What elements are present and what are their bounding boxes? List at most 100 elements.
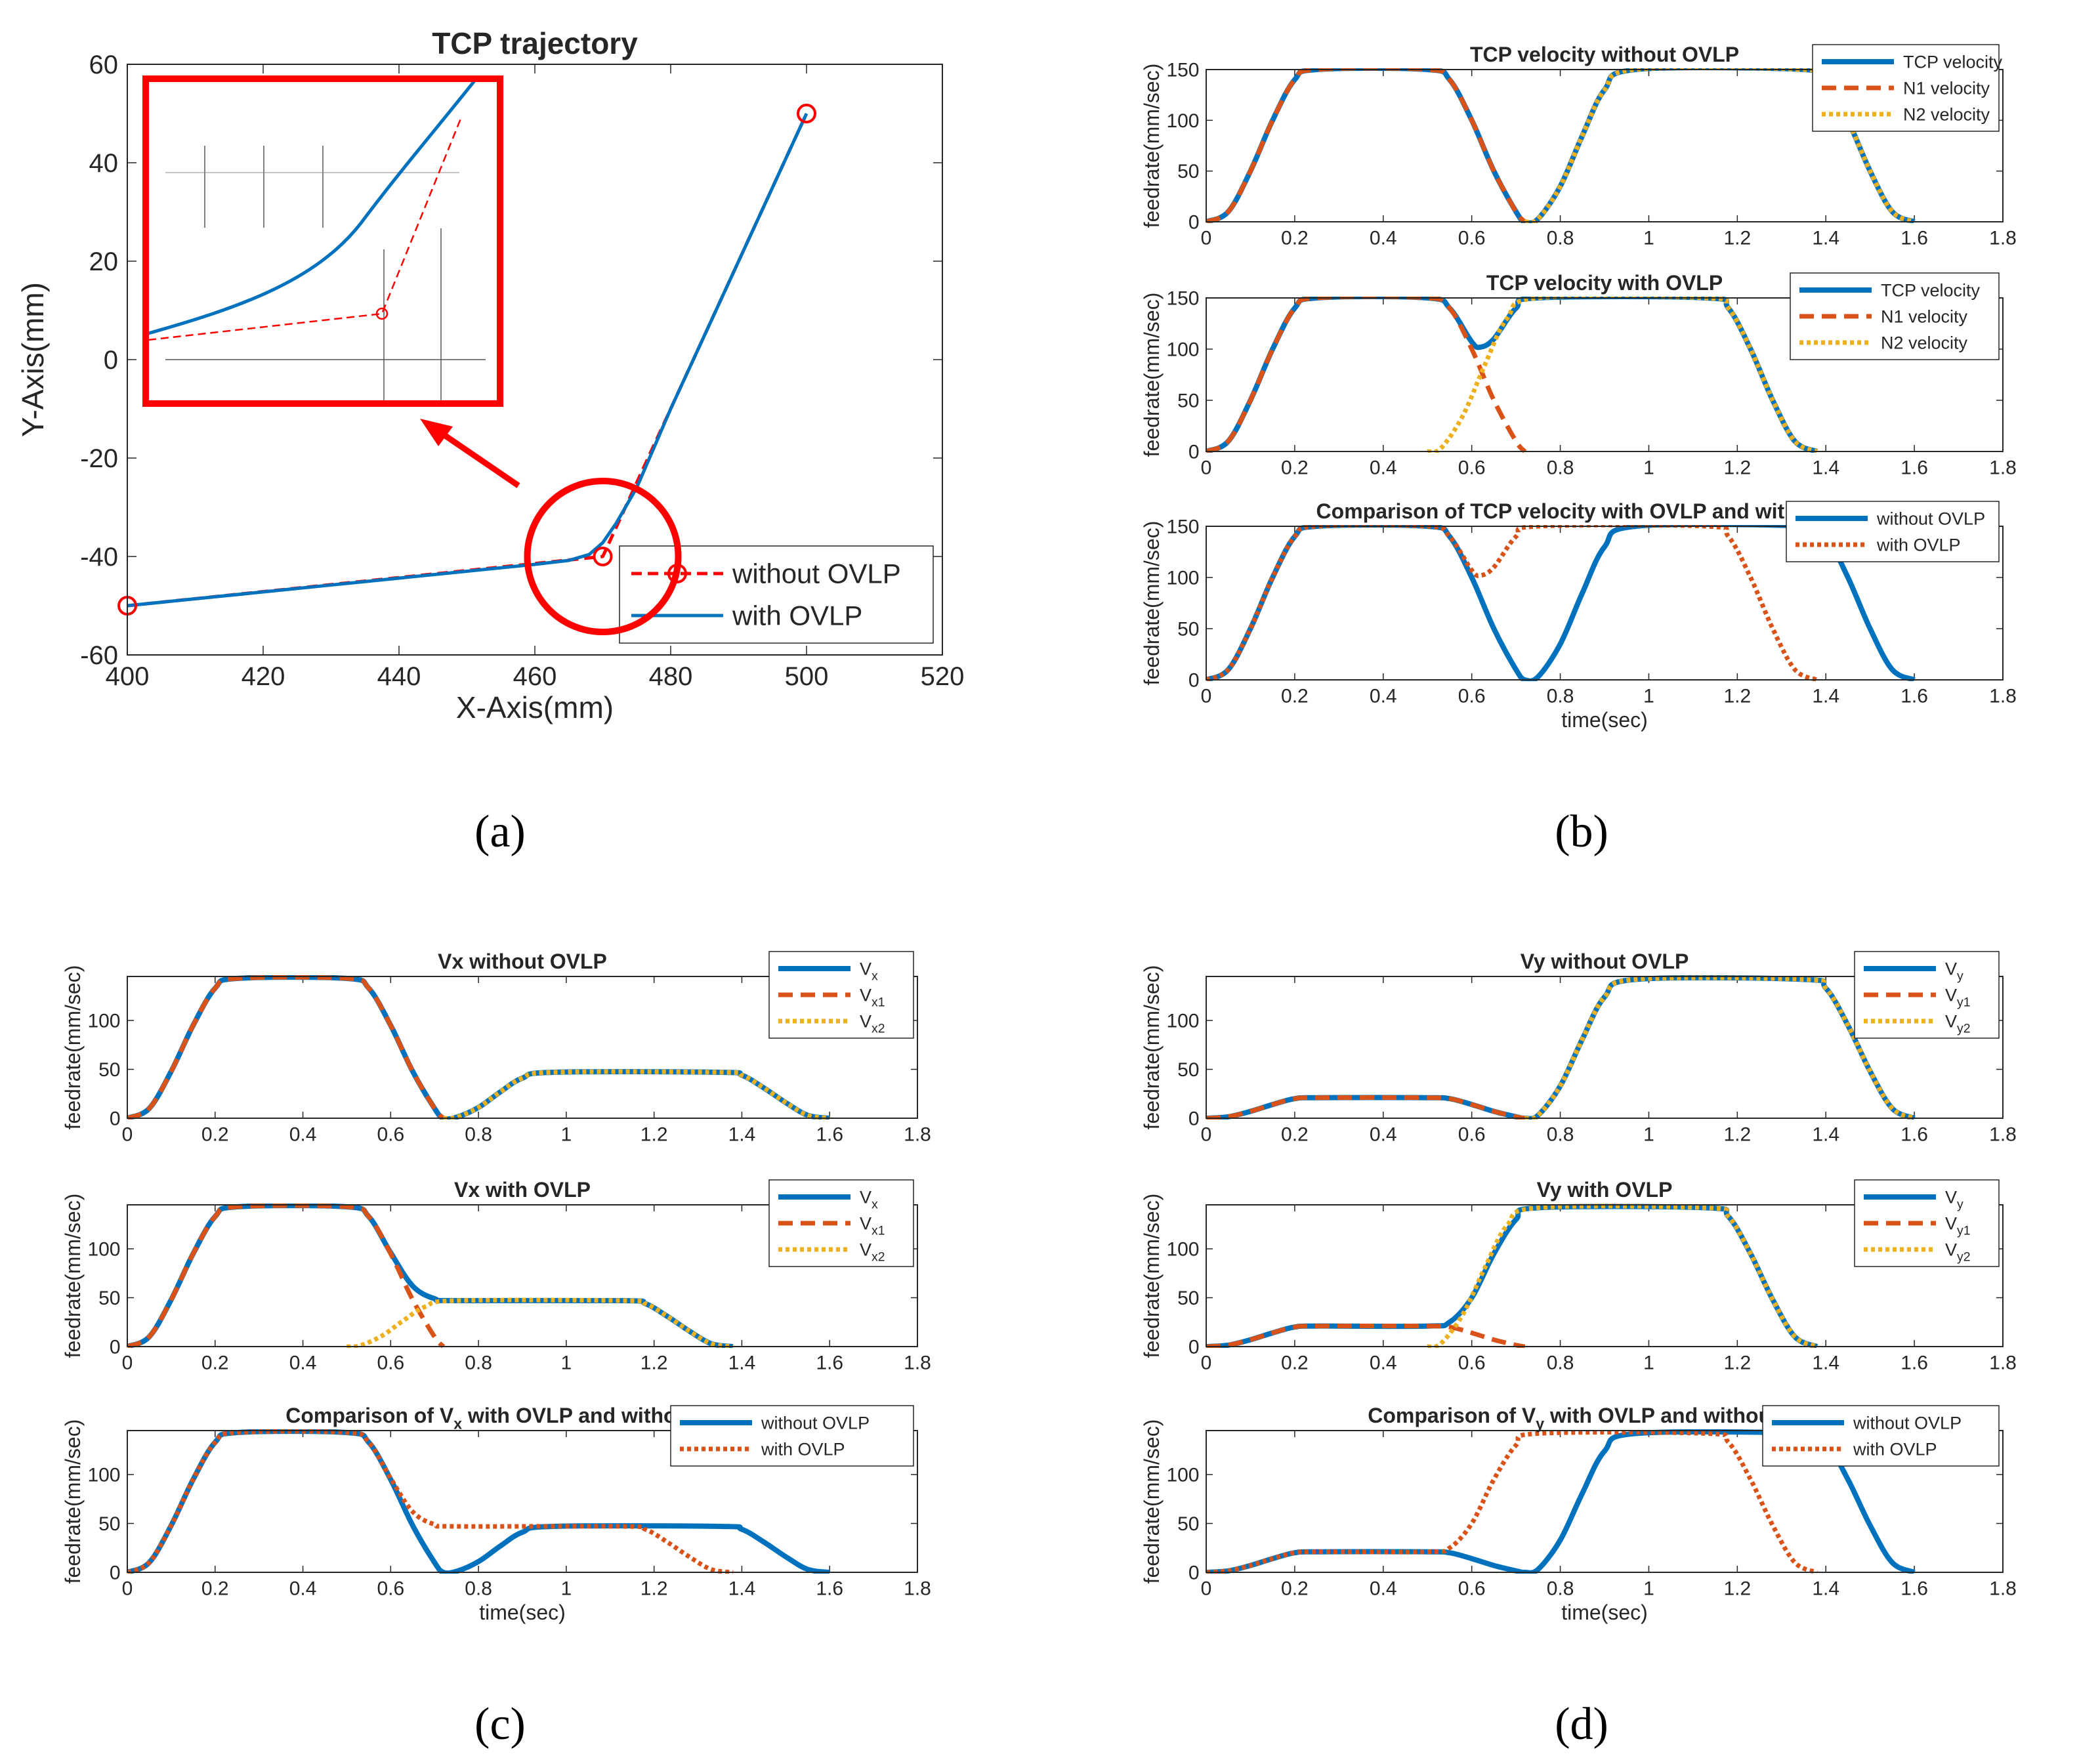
x-tick-label: 0 xyxy=(1201,457,1212,479)
x-tick-label: 0.4 xyxy=(289,1352,317,1374)
legend-text: V xyxy=(860,1240,872,1259)
x-tick-label: 0.2 xyxy=(1281,457,1309,479)
x-tick-label: 1.4 xyxy=(728,1124,756,1146)
legend-subscript: y2 xyxy=(1957,1022,1971,1036)
series-line-1 xyxy=(1206,1095,1526,1120)
x-tick-label: 1.4 xyxy=(728,1578,756,1600)
series-line-0 xyxy=(127,112,808,608)
y-tick-label: 0 xyxy=(1188,670,1200,692)
x-tick-label: 1.4 xyxy=(1812,1124,1839,1146)
inset-with-ovlp-curve xyxy=(148,79,476,335)
y-tick-label: 60 xyxy=(89,51,119,79)
chart-title: Vx without OVLP xyxy=(438,950,607,973)
legend-label: Vx1 xyxy=(860,985,885,1009)
axes-c0: 0 0.2 0.4 0.6 0.8 1 1.2 1.4 1.6 1.8 0 50 100 Vx witho… xyxy=(61,950,931,1146)
x-tick-label: 0.6 xyxy=(1458,228,1486,249)
x-tick-label: 0 xyxy=(122,1124,133,1146)
y-tick-label: 100 xyxy=(1166,339,1199,361)
x-tick-label: 1.6 xyxy=(816,1352,843,1374)
x-tick-label: 1.4 xyxy=(1812,686,1839,707)
x-tick-label: 1.4 xyxy=(1812,228,1839,249)
legend-label: N1 velocity xyxy=(1881,306,1968,326)
series-line-1 xyxy=(1206,1324,1526,1348)
x-tick-label: 1.6 xyxy=(1900,1124,1928,1146)
x-tick-label: 0.2 xyxy=(201,1352,229,1374)
legend-text: TCP velocity xyxy=(1903,52,2003,72)
legend-label: without OVLP xyxy=(732,558,901,589)
series-line-2 xyxy=(1427,1204,1818,1348)
inset-corner-marker xyxy=(375,307,388,320)
axes-frame xyxy=(1206,1204,2004,1347)
x-tick-label: 1.4 xyxy=(728,1352,756,1374)
series-marker xyxy=(593,547,613,566)
x-tick-label: 0.8 xyxy=(465,1352,492,1374)
x-tick-label: 1 xyxy=(561,1124,572,1146)
legend-text: with OVLP xyxy=(761,1439,845,1459)
axes-c1: 0 0.2 0.4 0.6 0.8 1 1.2 1.4 1.6 1.8 0 50 100 Vx with … xyxy=(61,1178,931,1374)
y-tick-label: 50 xyxy=(98,1288,120,1309)
series-line-1 xyxy=(127,975,446,1120)
legend-text: V xyxy=(860,1011,872,1031)
axes-frame xyxy=(127,976,918,1119)
x-tick-label: 0.6 xyxy=(377,1124,404,1146)
title-subscript: y xyxy=(1536,1415,1544,1433)
chart-title: TCP velocity with OVLP xyxy=(1486,271,1723,295)
legend-text: V xyxy=(1945,959,1957,978)
series-line-1 xyxy=(127,112,808,608)
legend-label: Vx xyxy=(860,1187,878,1211)
legend-subscript: x xyxy=(872,1198,878,1212)
legend-label: with OVLP xyxy=(761,1439,845,1459)
x-tick-label: 0.4 xyxy=(1370,228,1397,249)
y-tick-label: 150 xyxy=(1166,60,1199,81)
inset-background xyxy=(146,79,500,404)
y-tick-label: 50 xyxy=(1177,1288,1199,1309)
x-tick-label: 0.2 xyxy=(1281,686,1309,707)
legend-label: TCP velocity xyxy=(1881,280,1981,300)
x-tick-label: 0.8 xyxy=(1547,1124,1574,1146)
legend-text: with OVLP xyxy=(1853,1439,1937,1459)
title-part: Comparison of V xyxy=(285,1404,454,1427)
panel-label-b: (b) xyxy=(1555,807,1608,857)
legend-text: V xyxy=(1945,1240,1957,1259)
legend-label: Vy1 xyxy=(1945,985,1971,1009)
x-tick-label: 0.4 xyxy=(289,1578,317,1600)
y-tick-label: 0 xyxy=(104,346,118,375)
x-tick-label: 500 xyxy=(785,662,829,691)
legend: without OVLP with OVLP xyxy=(619,545,934,644)
y-tick-label: 50 xyxy=(98,1513,120,1535)
y-tick-label: 100 xyxy=(1166,110,1199,132)
inset-content xyxy=(148,79,486,400)
x-tick-label: 1.8 xyxy=(904,1352,931,1374)
y-tick-label: 50 xyxy=(1177,1513,1199,1535)
y-axis-label: feedrate(mm/sec) xyxy=(1140,521,1164,686)
x-tick-label: 0.2 xyxy=(201,1578,229,1600)
x-tick-label: 1.2 xyxy=(1723,1578,1751,1600)
x-tick-label: 0.8 xyxy=(1547,1352,1574,1374)
y-tick-label: 100 xyxy=(87,1239,120,1261)
legend-label: Vy xyxy=(1945,1187,1964,1211)
y-tick-label: 150 xyxy=(1166,288,1199,310)
x-tick-label: 0.6 xyxy=(377,1352,404,1374)
legend-text: without OVLP xyxy=(761,1413,870,1433)
series-line-1 xyxy=(1206,525,1818,681)
series-line-1 xyxy=(127,1429,734,1574)
x-tick-label: 1.8 xyxy=(1989,1352,2017,1374)
y-tick-label: 0 xyxy=(110,1337,121,1358)
x-tick-label: 1.8 xyxy=(1989,1578,2017,1600)
y-tick-label: 0 xyxy=(1188,1337,1200,1358)
axes-c2: 0 0.2 0.4 0.6 0.8 1 1.2 1.4 1.6 1.8 0 50 100 Comparis… xyxy=(61,1404,931,1624)
y-tick-label: 0 xyxy=(1188,1108,1200,1130)
legend-subscript: y2 xyxy=(1957,1250,1971,1265)
x-tick-label: 1 xyxy=(1643,1124,1654,1146)
legend-label: TCP velocity xyxy=(1903,52,2003,72)
x-tick-label: 1.8 xyxy=(904,1578,931,1600)
y-tick-label: 50 xyxy=(1177,619,1199,640)
legend-text: N2 velocity xyxy=(1881,333,1968,352)
legend-label: N1 velocity xyxy=(1903,78,1990,98)
legend-text: with OVLP xyxy=(1876,535,1961,555)
x-tick-label: 0.2 xyxy=(1281,1352,1309,1374)
legend-subscript: x2 xyxy=(872,1022,885,1036)
chart-title: Vy without OVLP xyxy=(1521,950,1689,973)
